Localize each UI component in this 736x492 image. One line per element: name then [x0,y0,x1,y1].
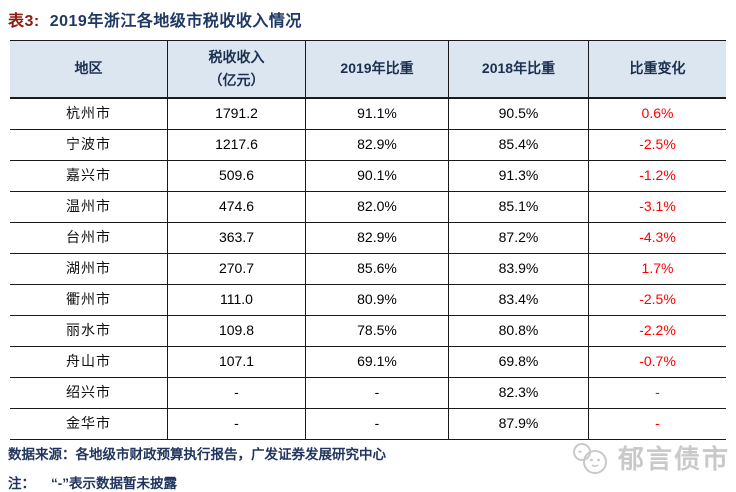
data-source-text: 各地级市财政预算执行报告，广发证券发展研究中心 [75,447,387,462]
cell-region: 湖州市 [10,254,168,284]
cell-change: - [655,415,660,431]
cell-revenue: 1217.6 [168,130,306,160]
cell-share-2018: 90.5% [449,99,589,129]
cell-share-2018: 91.3% [449,161,589,191]
cell-share-2019: 69.1% [306,347,449,377]
chat-bubbles-icon [572,443,607,474]
col-header-region: 地区 [10,41,168,97]
col-header-revenue-line2: （亿元） [208,72,265,88]
cell-region: 丽水市 [10,316,168,346]
table-row: 嘉兴市 509.6 90.1% 91.3% -1.2% [10,161,726,192]
col-header-share-2018-label: 2018年比重 [481,60,556,77]
cell-share-2018: 83.9% [449,254,589,284]
cell-share-2018: 85.4% [449,130,589,160]
table-row: 宁波市 1217.6 82.9% 85.4% -2.5% [10,130,726,161]
data-source-label: 数据来源： [8,447,76,462]
cell-region: 宁波市 [10,130,168,160]
cell-change: -3.1% [639,198,676,214]
table-row: 温州市 474.6 82.0% 85.1% -3.1% [10,192,726,223]
cell-share-2018: 87.2% [449,223,589,253]
col-header-revenue: 税收收入 （亿元） [168,41,306,97]
page-title: 表3: 2019年浙江各地级市税收收入情况 [0,0,736,31]
footnote-text: “-”表示数据暂未披露 [51,476,177,491]
cell-share-2019: 78.5% [306,316,449,346]
footnote-line: 注： “-”表示数据暂未披露 [8,472,386,492]
cell-share-2019: - [306,409,449,439]
cell-share-2018: 87.9% [449,409,589,439]
cell-change: 1.7% [641,260,674,276]
cell-share-2018: 69.8% [449,347,589,377]
table-row: 舟山市 107.1 69.1% 69.8% -0.7% [10,347,726,378]
cell-revenue: 107.1 [168,347,306,377]
cell-revenue: 109.8 [168,316,306,346]
col-header-share-2019: 2019年比重 [306,41,449,97]
cell-share-2018: 80.8% [449,316,589,346]
cell-share-2018: 85.1% [449,192,589,222]
cell-revenue: - [168,378,306,408]
tax-revenue-table: 地区 税收收入 （亿元） 2019年比重 2018年比重 比重变化 杭州市 179… [10,40,726,440]
cell-share-2019: 85.6% [306,254,449,284]
col-header-change-label: 比重变化 [629,60,686,77]
col-header-change: 比重变化 [589,41,726,97]
table-row: 衢州市 111.0 80.9% 83.4% -2.5% [10,285,726,316]
col-header-share-2018: 2018年比重 [449,41,589,97]
cell-region: 舟山市 [10,347,168,377]
watermark-text: 郁言债市 [617,444,730,474]
data-source-line: 数据来源：各地级市财政预算执行报告，广发证券发展研究中心 [8,443,386,463]
footnote-label: 注： [8,476,35,491]
table-header-row: 地区 税收收入 （亿元） 2019年比重 2018年比重 比重变化 [10,41,726,99]
cell-region: 温州市 [10,192,168,222]
cell-share-2019: 90.1% [306,161,449,191]
cell-share-2019: 80.9% [306,285,449,315]
cell-change: -2.2% [639,322,676,338]
cell-region: 金华市 [10,409,168,439]
cell-share-2018: 82.3% [449,378,589,408]
col-header-region-label: 地区 [74,60,103,77]
cell-revenue: 363.7 [168,223,306,253]
cell-share-2019: 82.0% [306,192,449,222]
cell-share-2019: 82.9% [306,223,449,253]
brand-watermark: 郁言债市 [570,441,730,477]
cell-revenue: 474.6 [168,192,306,222]
cell-share-2019: - [306,378,449,408]
table-title-text: 2019年浙江各地级市税收收入情况 [49,13,302,30]
cell-change: -2.5% [639,291,676,307]
cell-change: -2.5% [639,136,676,152]
cell-share-2018: 83.4% [449,285,589,315]
cell-change: -0.7% [639,353,676,369]
cell-change: -1.2% [639,167,676,183]
cell-region: 台州市 [10,223,168,253]
table-row: 丽水市 109.8 78.5% 80.8% -2.2% [10,316,726,347]
cell-share-2019: 91.1% [306,99,449,129]
cell-region: 衢州市 [10,285,168,315]
table-row: 绍兴市 - -82.3% - [10,378,726,409]
table-number: 表3: [8,13,40,30]
cell-share-2019: 82.9% [306,130,449,160]
cell-revenue: - [168,409,306,439]
table-row: 杭州市 1791.2 91.1% 90.5% 0.6% [10,99,726,130]
table-footer: 数据来源：各地级市财政预算执行报告，广发证券发展研究中心 注： “-”表示数据暂未… [8,443,386,492]
cell-change: -4.3% [639,229,676,245]
cell-change: 0.6% [641,105,674,121]
cell-revenue: 270.7 [168,254,306,284]
cell-revenue: 509.6 [168,161,306,191]
cell-region: 杭州市 [10,99,168,129]
cell-region: 嘉兴市 [10,161,168,191]
table-row: 台州市 363.7 82.9% 87.2% -4.3% [10,223,726,254]
cell-revenue: 111.0 [168,285,306,315]
cell-region: 绍兴市 [10,378,168,408]
table-row: 金华市 - -87.9% - [10,409,726,440]
table-body: 杭州市 1791.2 91.1% 90.5% 0.6% 宁波市 1217.6 82.9% 85.… [10,99,726,440]
table-row: 湖州市 270.7 85.6% 83.9% 1.7% [10,254,726,285]
col-header-revenue-line1: 税收收入 [208,48,265,65]
cell-change: - [655,384,660,400]
col-header-share-2019-label: 2019年比重 [340,60,414,77]
cell-revenue: 1791.2 [168,99,306,129]
